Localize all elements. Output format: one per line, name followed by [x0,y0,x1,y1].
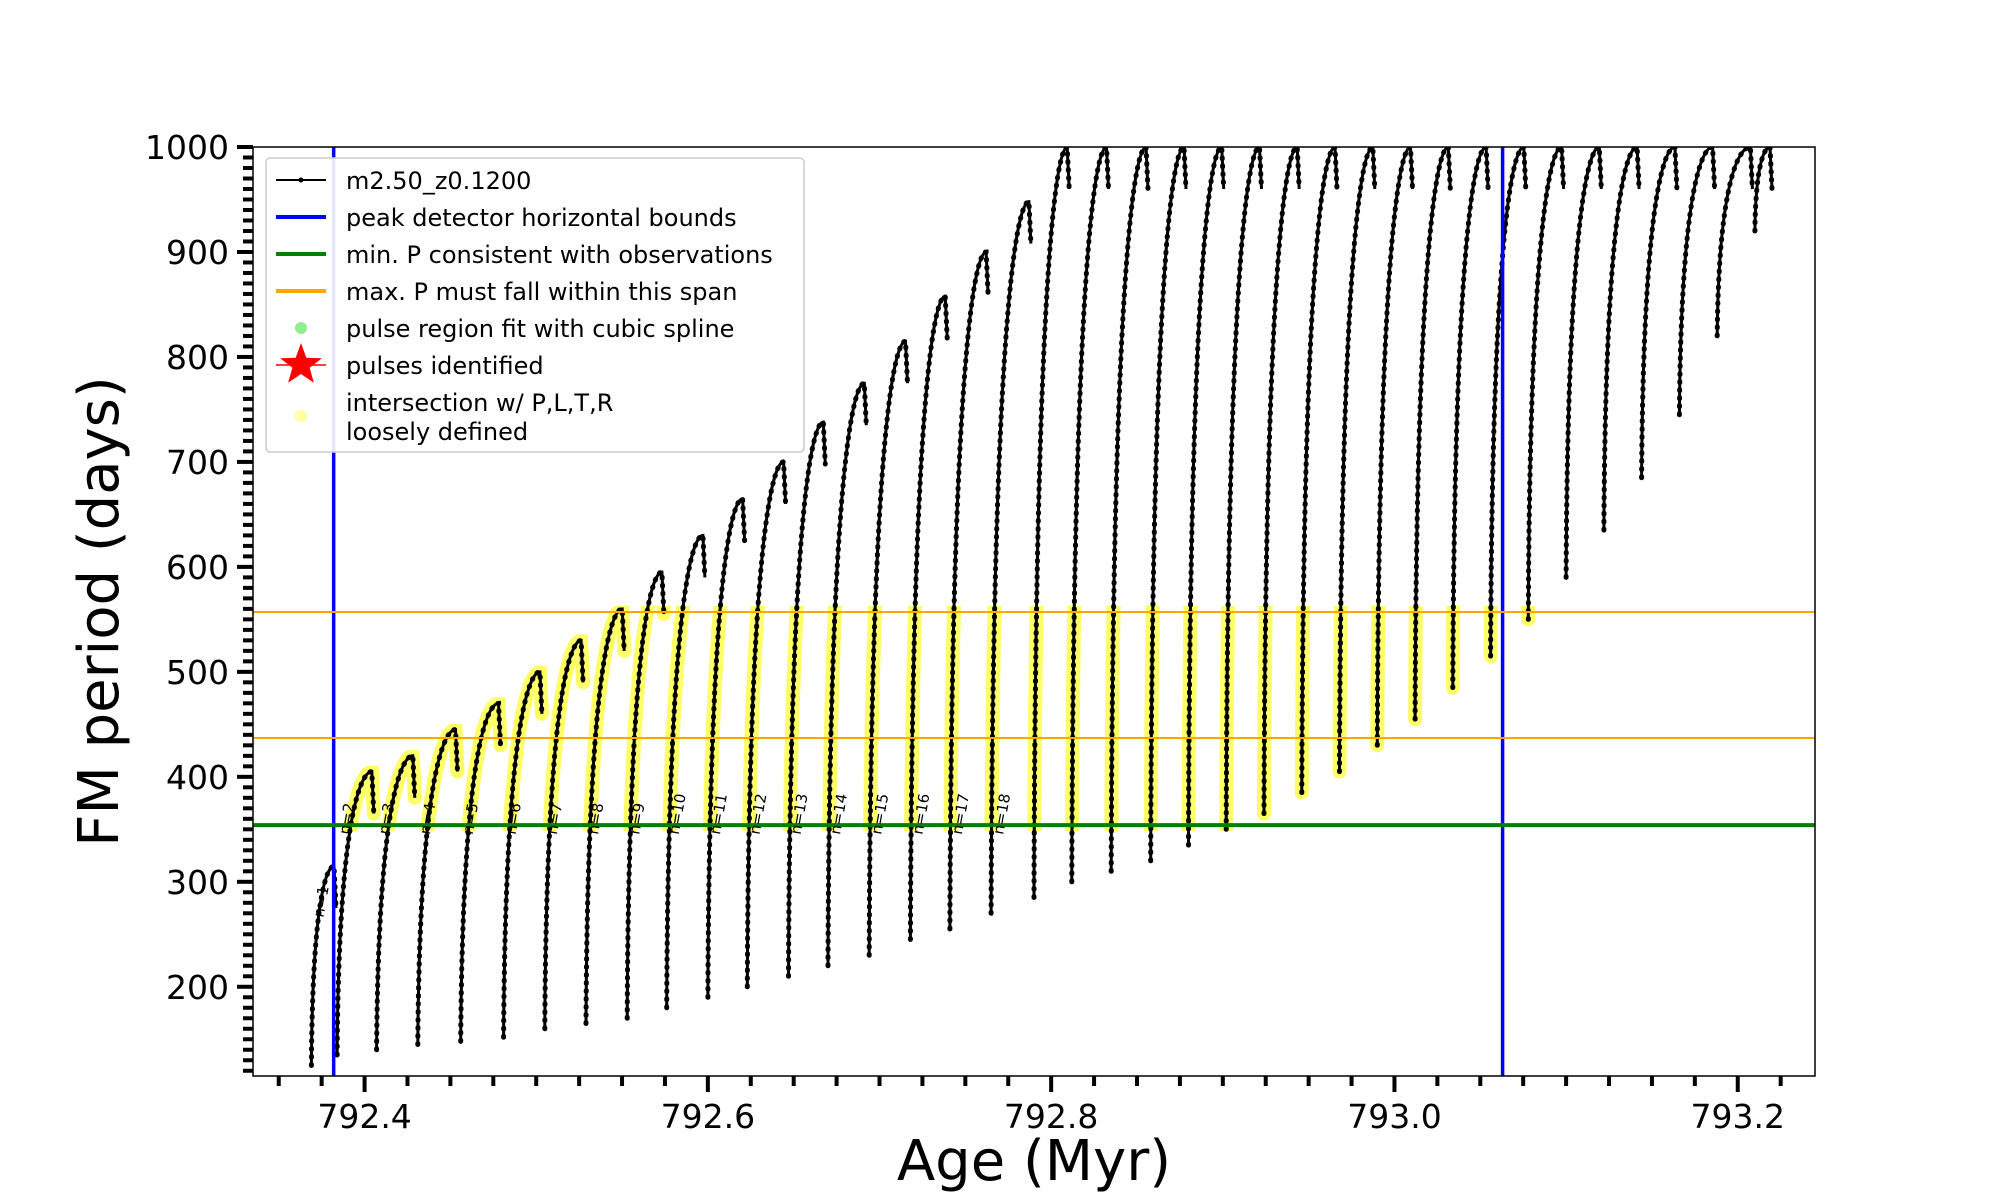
pulse-markers [1563,147,1604,580]
legend-swatch-dot [295,322,307,334]
pulse-markers [866,338,910,958]
pulse-markers [1412,147,1453,722]
y-tick-label: 800 [166,338,229,377]
pulse-markers [1488,147,1529,659]
pulse-markers [947,249,991,932]
pulse-markers [458,700,503,1044]
pulse-label: n=9 [625,802,648,836]
pulse-markers [583,606,627,1026]
pulse-markers [334,769,377,1058]
legend-swatch-marker [298,177,304,183]
legend-item: min. P consistent with observations [276,241,773,269]
legend-swatch-star [280,343,322,383]
legend-box [265,157,805,453]
y-tick-label: 200 [166,968,229,1007]
pulse-label: n=6 [502,802,525,836]
pulse-markers [1639,147,1680,481]
pulse-markers [825,380,869,969]
legend-label: max. P must fall within this span [346,278,737,306]
pulse-markers [988,199,1034,916]
reference-lines [253,147,1815,1076]
pulse-curve [1375,147,1414,746]
pulse-label: n=7 [543,802,566,836]
x-axis-title: Age (Myr) [897,1129,1171,1194]
y-tick-label: 300 [166,863,229,902]
y-tick-label: 600 [166,548,229,587]
legend-label-line2: loosely defined [346,418,528,446]
x-tick-label: 792.6 [661,1097,755,1136]
pulse-markers [664,532,708,1011]
pulse-markers [1601,147,1642,533]
pulse-markers [1299,147,1340,796]
y-axis: 200 300 400 500 600 700 800 900 1000 [145,128,253,1073]
legend-label: intersection w/ P,L,T,R [346,389,613,417]
pulse-label: n=2 [335,802,358,836]
pulse-label: n=3 [375,802,398,836]
x-axis: 792.4 792.6 792.8 793.0 793.2 [276,1076,1785,1136]
y-axis-title: FM period (days) [67,376,132,846]
x-tick-label: 792.8 [1004,1097,1098,1136]
pulse-label: n=4 [416,802,439,836]
x-tick-label: 793.2 [1691,1097,1785,1136]
pulse-markers [1223,147,1264,832]
y-tick-label: 900 [166,233,229,272]
pulse-markers [1676,147,1718,418]
pulse-label: n=8 [584,802,607,836]
legend-item: max. P must fall within this span [276,278,737,306]
pulse-markers [1148,147,1189,864]
legend-item: peak detector horizontal bounds [276,204,737,232]
legend-label: pulses identified [346,352,544,380]
legend-label: peak detector horizontal bounds [346,204,737,232]
pulse-markers [624,569,667,1021]
plot-frame [252,146,1816,1077]
pulse-markers [705,496,748,1000]
series-layer [308,147,1775,1068]
y-tick-label: 500 [166,653,229,692]
pulse-markers [1261,147,1302,817]
pulse-markers [1108,147,1151,874]
pulse-markers [415,727,460,1047]
y-tick-label: 700 [166,443,229,482]
pulse-markers [1450,147,1491,691]
y-tick-label: 400 [166,758,229,797]
pulse-markers [542,637,586,1032]
x-tick-label: 793.0 [1347,1097,1441,1136]
legend-item: pulses identified [276,343,544,383]
pulse-markers [1031,147,1072,900]
pulse-markers [1337,147,1378,775]
pulse-markers [1525,147,1567,622]
pulse-label: n=1 [310,884,333,918]
y-tick-label: 1000 [145,128,229,167]
pulse-markers [744,459,789,990]
legend-label: m2.50_z0.1200 [346,167,531,195]
pulse-markers [374,753,418,1053]
legend-item: pulse region fit with cubic spline [295,315,734,343]
pulse-markers [1069,147,1111,885]
legend-item: m2.50_z0.1200 [276,167,531,195]
pulse-markers [786,419,828,979]
pulse-markers [501,669,545,1040]
pulse-label: n=5 [459,802,482,836]
pulse-markers [907,293,950,942]
legend-swatch-dot [295,410,307,422]
legend-label: min. P consistent with observations [346,241,773,269]
legend-label: pulse region fit with cubic spline [346,315,734,343]
x-tick-label: 792.4 [317,1097,411,1136]
